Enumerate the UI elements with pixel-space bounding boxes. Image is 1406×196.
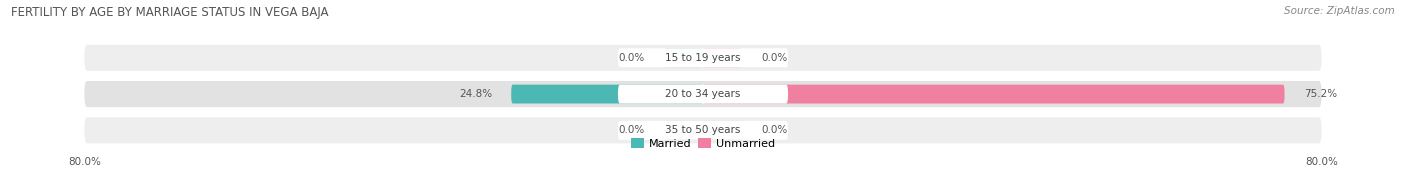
Text: 0.0%: 0.0%: [619, 125, 645, 135]
Text: Source: ZipAtlas.com: Source: ZipAtlas.com: [1284, 6, 1395, 16]
Text: 0.0%: 0.0%: [619, 53, 645, 63]
Text: 24.8%: 24.8%: [458, 89, 492, 99]
FancyBboxPatch shape: [703, 48, 742, 67]
Text: 75.2%: 75.2%: [1303, 89, 1337, 99]
FancyBboxPatch shape: [619, 48, 787, 67]
FancyBboxPatch shape: [512, 85, 703, 103]
FancyBboxPatch shape: [84, 45, 1322, 71]
FancyBboxPatch shape: [703, 121, 742, 140]
FancyBboxPatch shape: [703, 85, 1285, 103]
FancyBboxPatch shape: [619, 85, 787, 103]
FancyBboxPatch shape: [84, 117, 1322, 143]
Text: 0.0%: 0.0%: [761, 125, 787, 135]
Text: 0.0%: 0.0%: [761, 53, 787, 63]
FancyBboxPatch shape: [665, 121, 703, 140]
Text: 35 to 50 years: 35 to 50 years: [665, 125, 741, 135]
Text: 15 to 19 years: 15 to 19 years: [665, 53, 741, 63]
FancyBboxPatch shape: [84, 81, 1322, 107]
FancyBboxPatch shape: [665, 48, 703, 67]
Text: 20 to 34 years: 20 to 34 years: [665, 89, 741, 99]
Text: FERTILITY BY AGE BY MARRIAGE STATUS IN VEGA BAJA: FERTILITY BY AGE BY MARRIAGE STATUS IN V…: [11, 6, 329, 19]
FancyBboxPatch shape: [619, 121, 787, 140]
Legend: Married, Unmarried: Married, Unmarried: [627, 134, 779, 153]
